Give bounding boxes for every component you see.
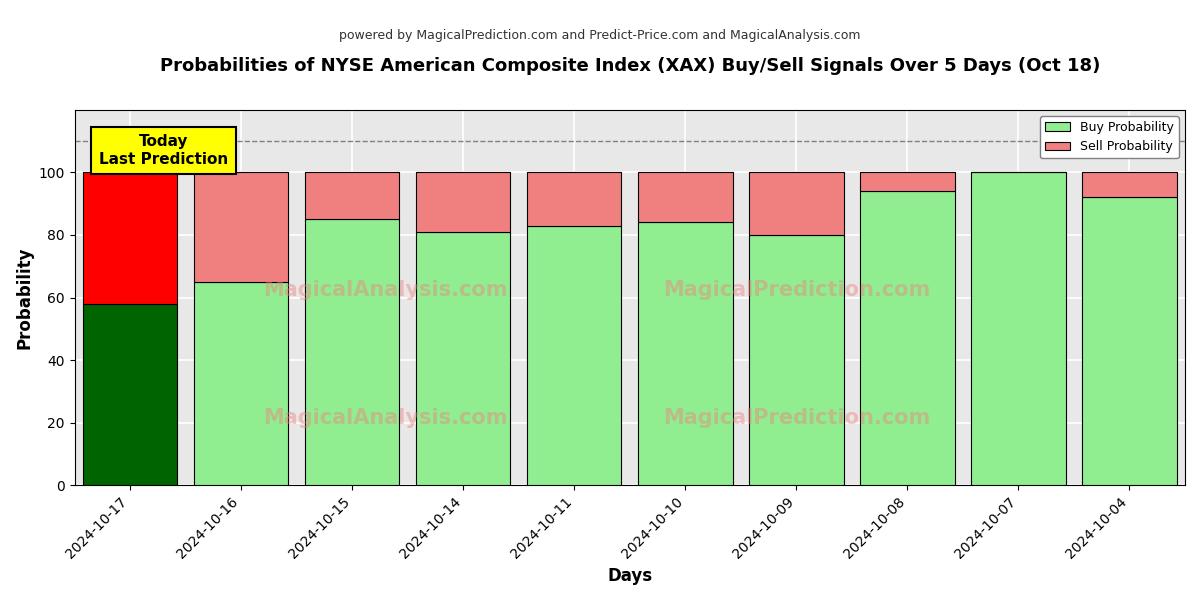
Y-axis label: Probability: Probability [16,246,34,349]
Bar [971,172,1066,485]
Bar [194,282,288,485]
Bar [638,223,732,485]
Bar [638,172,732,223]
Bar [527,172,622,226]
Bar [860,191,955,485]
Text: powered by MagicalPrediction.com and Predict-Price.com and MagicalAnalysis.com: powered by MagicalPrediction.com and Pre… [340,29,860,42]
X-axis label: Days: Days [607,567,653,585]
Text: MagicalPrediction.com: MagicalPrediction.com [662,407,930,428]
Bar [83,172,178,304]
Bar [83,304,178,485]
Text: MagicalAnalysis.com: MagicalAnalysis.com [263,280,508,300]
Bar [749,172,844,235]
Bar [305,220,400,485]
Text: MagicalAnalysis.com: MagicalAnalysis.com [263,407,508,428]
Bar [860,172,955,191]
Bar [194,172,288,282]
Text: MagicalPrediction.com: MagicalPrediction.com [662,280,930,300]
Legend: Buy Probability, Sell Probability: Buy Probability, Sell Probability [1040,116,1178,158]
Bar [749,235,844,485]
Text: Today
Last Prediction: Today Last Prediction [98,134,228,167]
Bar [1082,172,1177,197]
Title: Probabilities of NYSE American Composite Index (XAX) Buy/Sell Signals Over 5 Day: Probabilities of NYSE American Composite… [160,57,1100,75]
Bar [416,172,510,232]
Bar [527,226,622,485]
Bar [1082,197,1177,485]
Bar [305,172,400,220]
Bar [416,232,510,485]
